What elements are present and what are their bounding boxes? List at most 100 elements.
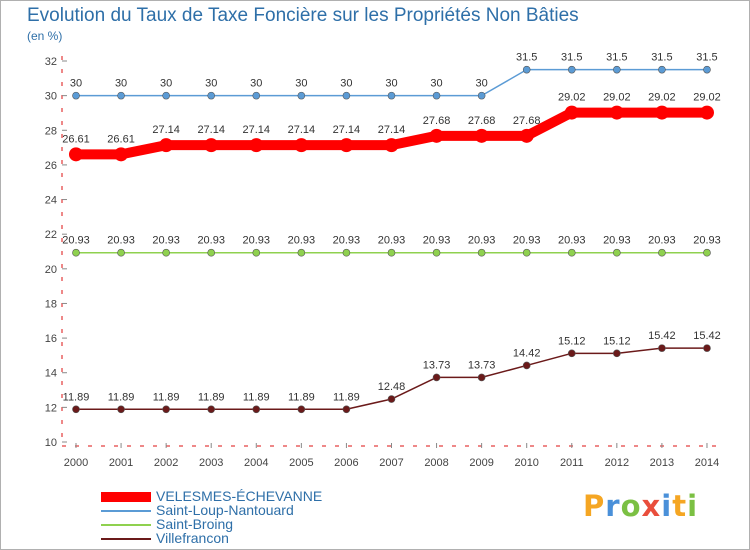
- data-label: 15.12: [558, 335, 586, 347]
- x-tick-label: 2000: [64, 457, 88, 469]
- data-point: [342, 91, 351, 100]
- data-label: 20.93: [62, 235, 90, 247]
- data-label: 30: [295, 78, 307, 90]
- y-tick-label: 32: [45, 56, 57, 68]
- data-label: 15.12: [603, 335, 631, 347]
- y-tick-label: 20: [45, 264, 57, 276]
- data-label: 31.5: [696, 52, 717, 64]
- legend-label: Saint-Broing: [156, 516, 234, 532]
- data-label: 11.89: [333, 391, 360, 403]
- data-label: 27.14: [152, 124, 180, 136]
- data-point: [567, 248, 576, 257]
- data-point: [658, 248, 666, 257]
- legend-swatch: [101, 492, 151, 502]
- data-point: [429, 128, 444, 143]
- data-label: 29.02: [603, 92, 631, 104]
- data-label: 27.68: [423, 115, 451, 127]
- data-point: [339, 138, 354, 153]
- data-point: [207, 405, 216, 414]
- data-point: [117, 248, 125, 257]
- data-point: [384, 138, 399, 153]
- data-label: 29.02: [693, 92, 721, 104]
- legend-swatch: [101, 538, 151, 540]
- legend-swatch: [101, 524, 151, 526]
- data-point: [72, 405, 80, 414]
- data-point: [294, 138, 309, 153]
- data-label: 27.14: [243, 124, 271, 136]
- data-point: [477, 248, 486, 257]
- y-tick-label: 18: [45, 298, 57, 310]
- data-point: [342, 248, 351, 257]
- x-tick-label: 2011: [560, 457, 584, 469]
- data-point: [252, 405, 261, 414]
- data-point: [117, 405, 125, 414]
- data-label: 26.61: [107, 133, 135, 145]
- data-point: [204, 138, 219, 153]
- data-label: 11.89: [198, 391, 225, 403]
- x-tick-label: 2012: [605, 457, 629, 469]
- data-point: [72, 91, 80, 100]
- data-point: [609, 105, 624, 120]
- data-point: [117, 91, 125, 100]
- data-label: 15.42: [693, 330, 721, 342]
- x-tick-label: 2009: [469, 457, 493, 469]
- data-label: 20.93: [243, 235, 271, 247]
- data-label: 20.93: [558, 235, 586, 247]
- series-3: 11.89 11.89 11.89 11.89 11.89 11.89 11.89 12.48…: [63, 330, 721, 414]
- data-point: [297, 405, 306, 414]
- data-label: 14.42: [513, 347, 541, 359]
- data-point: [342, 405, 351, 414]
- series-1: 30 30 30 30 30 30 30 30 30 30 31.5 31.5 31.5 31.5 31.5: [70, 52, 718, 100]
- data-label: 11.89: [63, 391, 90, 403]
- data-point: [658, 344, 666, 352]
- y-tick-label: 26: [45, 160, 57, 172]
- x-tick-label: 2007: [379, 457, 403, 469]
- x-tick-label: 2005: [289, 457, 313, 469]
- data-point: [522, 361, 531, 370]
- data-label: 15.42: [648, 330, 676, 342]
- data-label: 13.73: [468, 359, 496, 371]
- data-point: [522, 65, 531, 74]
- y-tick-label: 24: [45, 195, 57, 207]
- data-label: 30: [430, 78, 442, 90]
- data-point: [432, 373, 441, 382]
- data-label: 30: [160, 78, 172, 90]
- y-tick-label: 16: [45, 333, 57, 345]
- data-label: 11.89: [288, 391, 315, 403]
- chart-title: Evolution du Taux de Taxe Foncière sur l…: [27, 5, 579, 26]
- legend-label: VELESMES-ÉCHEVANNE: [156, 488, 323, 504]
- data-label: 27.14: [288, 124, 316, 136]
- x-tick-label: 2008: [424, 457, 448, 469]
- chart-axes: 10 12 14 16 18 20 22 24 26 28 30 32 2000 2001 2002 2003…: [45, 56, 719, 469]
- data-point: [162, 248, 170, 257]
- x-tick-label: 2001: [109, 457, 133, 469]
- data-label: 20.93: [288, 235, 316, 247]
- data-label: 29.02: [648, 92, 676, 104]
- data-point: [613, 349, 621, 358]
- data-label: 20.93: [513, 235, 541, 247]
- legend-swatch: [101, 510, 151, 512]
- y-tick-label: 30: [45, 91, 57, 103]
- data-point: [297, 91, 306, 100]
- proxiti-logo: Proxiti: [583, 489, 699, 523]
- data-point: [159, 138, 174, 153]
- data-label: 20.93: [693, 235, 721, 247]
- data-point: [114, 147, 129, 162]
- series-2: 20.93 20.93 20.93 20.93 20.93 20.93 20.93 20.93…: [62, 235, 721, 257]
- data-point: [519, 128, 534, 143]
- data-label: 20.93: [197, 235, 225, 247]
- data-point: [207, 91, 216, 100]
- data-point: [477, 91, 486, 100]
- x-tick-label: 2010: [514, 457, 538, 469]
- data-label: 20.93: [107, 235, 135, 247]
- data-point: [522, 248, 531, 257]
- data-point: [387, 91, 396, 100]
- data-label: 31.5: [606, 52, 627, 64]
- x-tick-label: 2006: [334, 457, 358, 469]
- data-label: 20.93: [152, 235, 180, 247]
- data-label: 30: [476, 78, 488, 90]
- data-point: [162, 91, 170, 100]
- data-label: 27.14: [197, 124, 225, 136]
- data-point: [564, 105, 579, 120]
